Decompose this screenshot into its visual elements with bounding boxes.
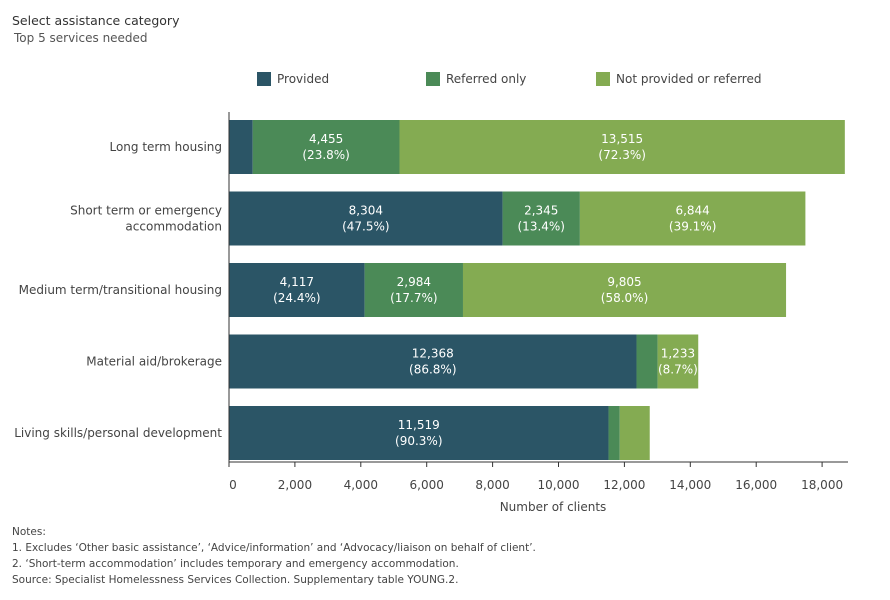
x-tick-label-3: 4,000: [344, 478, 378, 492]
category-label-3: Medium term/transitional housing: [19, 283, 222, 297]
x-tick-label-1: 0: [229, 478, 237, 492]
legend-swatch-referred-only: [426, 72, 440, 86]
bar-provided-5: [229, 406, 609, 460]
bar-provided-4: [229, 334, 637, 389]
data-label-not-provided-1: 13,515 (72.3%): [598, 132, 645, 162]
bar-provided-2: [229, 191, 503, 246]
x-tick-label-7: 12,000: [603, 478, 645, 492]
chart-notes: Notes: 1. Excludes ‘Other basic assistan…: [12, 524, 536, 588]
bar-not-provided-1: [399, 120, 845, 174]
x-tick-label-10: 18,000: [801, 478, 843, 492]
data-label-referred-only-3: 2,984 (17.7%): [390, 275, 437, 305]
legend-label-provided: Provided: [277, 72, 330, 86]
bar-not-provided-2: [579, 191, 806, 246]
chart-legend: Provided Referred only Not provided or r…: [0, 72, 890, 90]
bar-not-provided-3: [462, 263, 787, 317]
notes-heading: Notes:: [12, 526, 46, 538]
source-line: Source: Specialist Homelessness Services…: [12, 574, 459, 586]
x-axis-title: Number of clients: [500, 500, 607, 514]
legend-label-not-provided: Not provided or referred: [616, 72, 762, 86]
category-label-2: Short term or emergency accommodation: [70, 204, 222, 234]
data-label-referred-only-2: 2,345 (13.4%): [518, 204, 565, 234]
x-tick-label-5: 8,000: [475, 478, 509, 492]
data-label-not-provided-3: 9,805 (58.0%): [601, 275, 648, 305]
chart-subtitle: Top 5 services needed: [14, 31, 148, 45]
bar-not-provided-5: [619, 406, 650, 460]
legend-swatch-provided: [257, 72, 271, 86]
note-line-1: 1. Excludes ‘Other basic assistance’, ‘A…: [12, 542, 536, 554]
x-tick-label-9: 16,000: [735, 478, 777, 492]
data-label-provided-5: 11,519 (90.3%): [395, 418, 442, 448]
x-tick-label-6: 10,000: [538, 478, 580, 492]
chart-title: Select assistance category: [12, 13, 180, 28]
note-line-2: 2. ‘Short-term accommodation’ includes t…: [12, 558, 459, 570]
bar-provided-1: [229, 120, 253, 174]
legend-label-referred-only: Referred only: [446, 72, 527, 86]
data-label-provided-4: 12,368 (86.8%): [409, 347, 456, 377]
category-label-5: Living skills/personal development: [14, 426, 222, 440]
x-tick-label-4: 6,000: [410, 478, 444, 492]
bar-referred-only-1: [252, 120, 400, 174]
data-label-provided-3: 4,117 (24.4%): [273, 275, 320, 305]
legend-item-provided[interactable]: Provided: [257, 72, 329, 86]
category-label-4: Material aid/brokerage: [86, 355, 222, 369]
legend-swatch-not-provided: [596, 72, 610, 86]
x-tick-label-8: 14,000: [669, 478, 711, 492]
legend-item-not-provided[interactable]: Not provided or referred: [596, 72, 761, 86]
bar-referred-only-4: [636, 334, 658, 389]
x-tick-label-2: 2,000: [278, 478, 312, 492]
bar-not-provided-4: [657, 334, 699, 389]
data-label-not-provided-4: 1,233 (8.7%): [658, 347, 698, 377]
legend-item-referred-only[interactable]: Referred only: [426, 72, 526, 86]
data-label-provided-2: 8,304 (47.5%): [342, 204, 389, 234]
category-label-1: Long term housing: [109, 140, 222, 154]
bar-referred-only-5: [608, 406, 620, 460]
bar-referred-only-3: [364, 263, 463, 317]
data-label-not-provided-2: 6,844 (39.1%): [669, 204, 716, 234]
bar-provided-3: [229, 263, 365, 317]
data-label-referred-only-1: 4,455 (23.8%): [302, 132, 349, 162]
bar-referred-only-2: [502, 191, 580, 246]
stacked-bar-chart: 4,455 (23.8%) 13,515 (72.3%) Long term housi…: [14, 112, 848, 514]
